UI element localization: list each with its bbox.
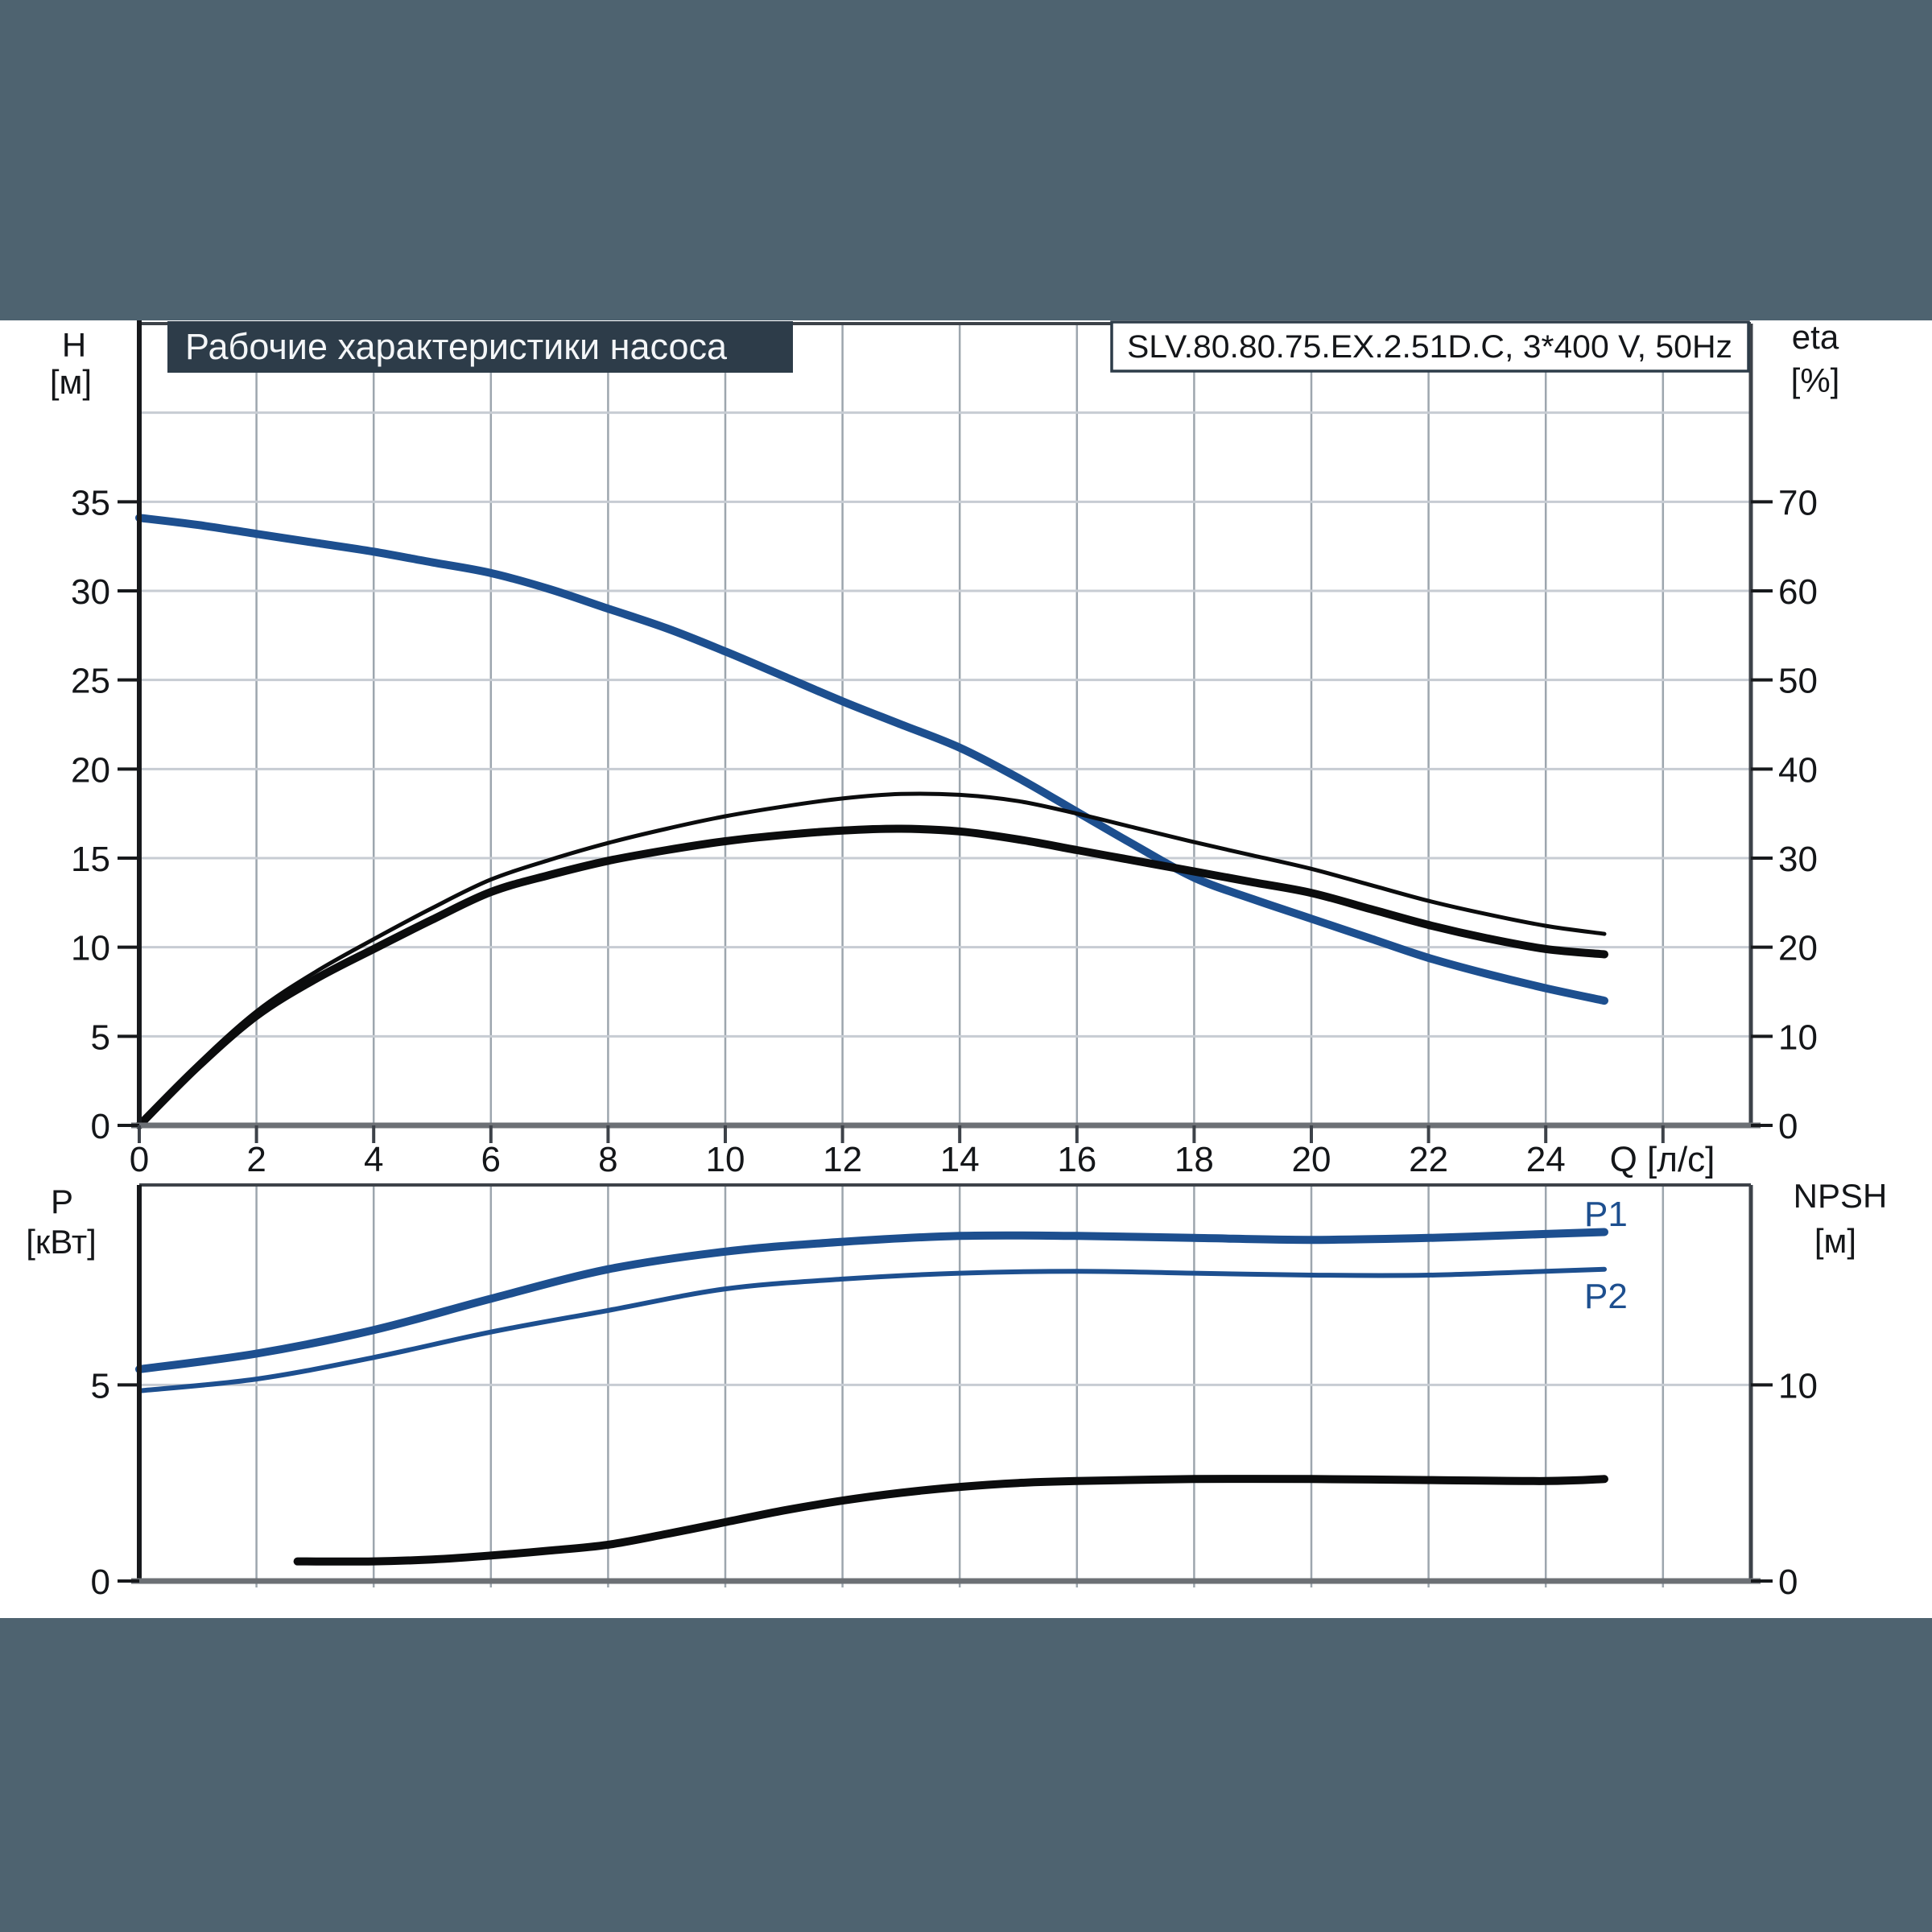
tick-label-x: 0 [130,1140,149,1179]
tick-label-x: 24 [1526,1140,1566,1179]
tick-label-left: 30 [71,572,110,612]
pump-model-box [1110,320,1750,373]
x-axis-label: Q [л/с] [1610,1140,1715,1179]
y-right-axis-unit-bottom: [м] [1814,1222,1856,1260]
y-right-axis-name-bottom: NPSH [1794,1177,1888,1215]
curve-p2 [137,1266,1607,1393]
tick-label-left: 0 [91,1563,110,1602]
title-badge [167,321,793,373]
chart-panel [0,320,1932,1618]
y-left-axis-unit-top: [м] [50,363,92,401]
tick-label-x: 20 [1292,1140,1331,1179]
series-label-p2: P2 [1584,1277,1628,1316]
curve-eta2 [135,824,1608,1129]
curve-h [135,514,1608,1005]
tick-label-x: 4 [364,1140,383,1179]
y-right-axis-name-top: eta [1792,318,1839,356]
tick-label-left: 0 [91,1107,110,1146]
tick-label-right: 0 [1778,1563,1798,1602]
tick-label-left: 25 [71,662,110,701]
tick-label-left: 10 [71,929,110,968]
tick-label-x: 18 [1174,1140,1214,1179]
tick-label-x: 6 [481,1140,501,1179]
series-label-p1: P1 [1584,1195,1628,1234]
y-left-axis-unit-bottom: [кВт] [26,1223,97,1261]
tick-label-left: 5 [91,1018,110,1057]
tick-label-right: 60 [1778,572,1818,612]
tick-label-x: 22 [1409,1140,1448,1179]
tick-label-left: 15 [71,840,110,879]
tick-label-right: 10 [1778,1366,1818,1406]
curve-npsh [293,1475,1608,1566]
tick-label-left: 35 [71,483,110,522]
power-npsh-chart: 0 5 0 10 [91,1183,1818,1602]
pump-model-label: SLV.80.80.75.EX.2.51D.C, 3*400 V, 50Hz [1127,329,1732,365]
y-right-axis-unit-top: [%] [1791,361,1840,399]
tick-label-x: 16 [1057,1140,1096,1179]
tick-label-right: 0 [1778,1107,1798,1146]
y-left-axis-name-bottom: P [51,1183,73,1220]
tick-label-x: 12 [823,1140,862,1179]
chart-title: Рабочие характеристики насоса [185,326,728,367]
tick-label-x: 8 [598,1140,617,1179]
tick-label-right: 50 [1778,662,1818,701]
tick-label-right: 40 [1778,750,1818,790]
tick-label-right: 20 [1778,929,1818,968]
y-left-axis-name-top: H [62,326,86,364]
tick-label-left: 5 [91,1366,110,1406]
tick-label-x: 10 [706,1140,745,1179]
tick-label-x: 14 [940,1140,980,1179]
tick-label-right: 70 [1778,483,1818,522]
tick-label-left: 20 [71,750,110,790]
chart-overlays: Рабочие характеристики насоса SLV.80.80.… [26,318,1887,1316]
curve-eta1 [137,791,1607,1128]
tick-label-x: 2 [246,1140,266,1179]
tick-label-right: 10 [1778,1018,1818,1057]
tick-label-right: 30 [1778,840,1818,879]
curve-p1 [135,1228,1608,1373]
